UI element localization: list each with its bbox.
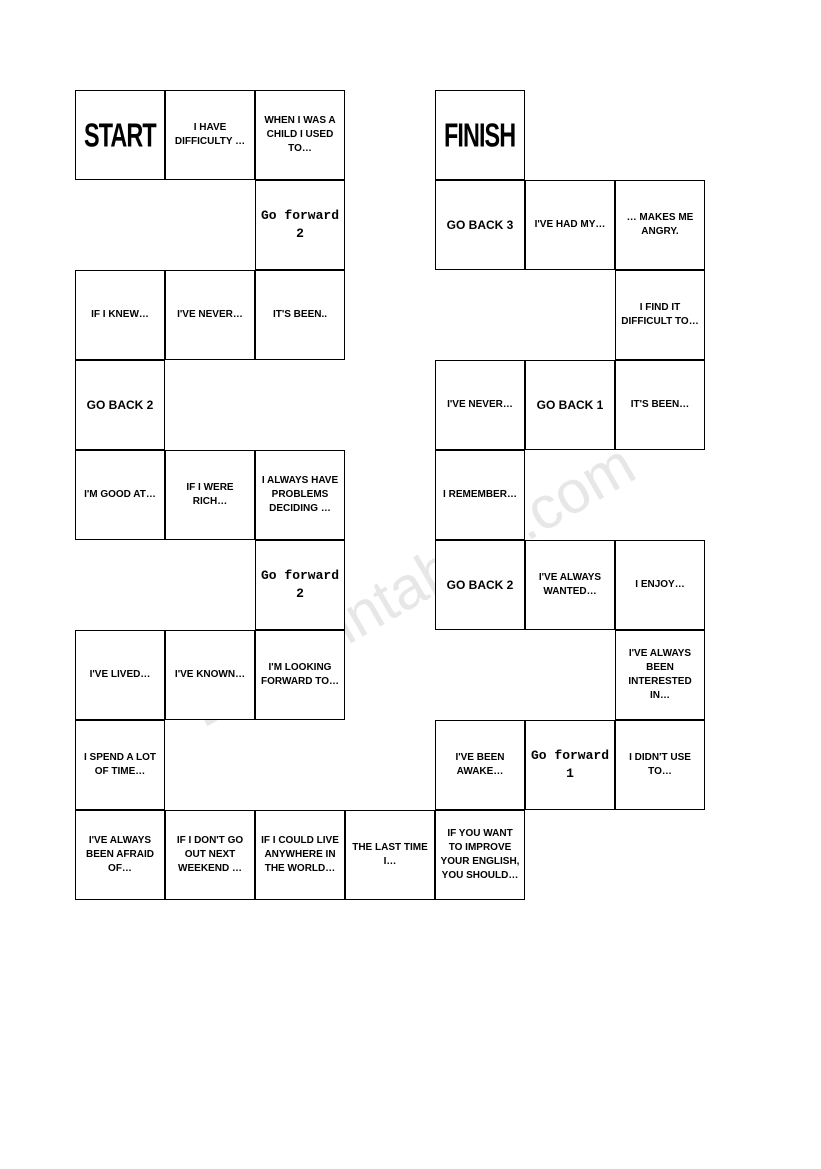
board-cell-3-6: IT'S BEEN… (615, 360, 705, 450)
board-cell-7-5: Go forward 1 (525, 720, 615, 810)
board-cell-1-2: Go forward 2 (255, 180, 345, 270)
board-cell-5-4: GO BACK 2 (435, 540, 525, 630)
board-cell-5-2: Go forward 2 (255, 540, 345, 630)
board-cell-0-0: START (75, 90, 165, 180)
board-cell-8-2: IF I COULD LIVE ANYWHERE IN THE WORLD… (255, 810, 345, 900)
board-cell-8-3: THE LAST TIME I… (345, 810, 435, 900)
board-cell-3-4: I'VE NEVER… (435, 360, 525, 450)
cell-text: I'M LOOKING FORWARD TO… (260, 661, 340, 689)
cell-text: IF I WERE RICH… (170, 481, 250, 509)
board-cell-2-6: I FIND IT DIFFICULT TO… (615, 270, 705, 360)
board-cell-0-4: FINISH (435, 90, 525, 180)
board-cell-6-0: I'VE LIVED… (75, 630, 165, 720)
cell-text: Go forward 2 (260, 567, 340, 603)
board-cell-8-4: IF YOU WANT TO IMPROVE YOUR ENGLISH, YOU… (435, 810, 525, 900)
board-cell-1-5: I'VE HAD MY… (525, 180, 615, 270)
cell-text: IT'S BEEN.. (273, 308, 327, 322)
board-cell-0-1: I HAVE DIFFICULTY … (165, 90, 255, 180)
cell-text: I ENJOY… (635, 578, 684, 592)
cell-text: I'VE NEVER… (447, 398, 513, 412)
board-cell-4-2: I ALWAYS HAVE PROBLEMS DECIDING … (255, 450, 345, 540)
cell-text: Go forward 2 (260, 207, 340, 243)
cell-text: I HAVE DIFFICULTY … (170, 121, 250, 149)
board-cell-5-6: I ENJOY… (615, 540, 705, 630)
start-label: START (84, 111, 156, 158)
cell-text: IF YOU WANT TO IMPROVE YOUR ENGLISH, YOU… (440, 827, 520, 883)
board-cell-7-6: I DIDN'T USE TO… (615, 720, 705, 810)
cell-text: IT'S BEEN… (631, 398, 690, 412)
board-cell-7-0: I SPEND A LOT OF TIME… (75, 720, 165, 810)
cell-text: I'VE HAD MY… (535, 218, 606, 232)
cell-text: I'VE LIVED… (90, 668, 151, 682)
cell-text: I'VE ALWAYS BEEN AFRAID OF… (80, 834, 160, 876)
board-cell-4-4: I REMEMBER… (435, 450, 525, 540)
board-cell-8-1: IF I DON'T GO OUT NEXT WEEKEND … (165, 810, 255, 900)
cell-text: GO BACK 2 (87, 397, 154, 414)
board-cell-3-0: GO BACK 2 (75, 360, 165, 450)
cell-text: … MAKES ME ANGRY. (620, 211, 700, 239)
board-cell-2-1: I'VE NEVER… (165, 270, 255, 360)
board-cell-5-5: I'VE ALWAYS WANTED… (525, 540, 615, 630)
board-cell-4-0: I'M GOOD AT… (75, 450, 165, 540)
cell-text: I'M GOOD AT… (84, 488, 156, 502)
board-cell-6-2: I'M LOOKING FORWARD TO… (255, 630, 345, 720)
board-cell-0-2: WHEN I WAS A CHILD I USED TO… (255, 90, 345, 180)
cell-text: I'VE ALWAYS BEEN INTERESTED IN… (620, 647, 700, 703)
cell-text: IF I KNEW… (91, 308, 149, 322)
cell-text: GO BACK 2 (447, 577, 514, 594)
board-cell-6-1: I'VE KNOWN… (165, 630, 255, 720)
cell-text: Go forward 1 (530, 747, 610, 783)
board-cell-2-0: IF I KNEW… (75, 270, 165, 360)
cell-text: I'VE ALWAYS WANTED… (530, 571, 610, 599)
board-cell-8-0: I'VE ALWAYS BEEN AFRAID OF… (75, 810, 165, 900)
cell-text: I DIDN'T USE TO… (620, 751, 700, 779)
cell-text: I FIND IT DIFFICULT TO… (620, 301, 700, 329)
cell-text: I'VE KNOWN… (175, 668, 245, 682)
cell-text: I REMEMBER… (443, 488, 517, 502)
board-cell-3-5: GO BACK 1 (525, 360, 615, 450)
cell-text: GO BACK 3 (447, 217, 514, 234)
board-cell-6-6: I'VE ALWAYS BEEN INTERESTED IN… (615, 630, 705, 720)
finish-label: FINISH (444, 111, 515, 158)
cell-text: IF I DON'T GO OUT NEXT WEEKEND … (170, 834, 250, 876)
cell-text: I ALWAYS HAVE PROBLEMS DECIDING … (260, 474, 340, 516)
board-cell-1-6: … MAKES ME ANGRY. (615, 180, 705, 270)
board-cell-4-1: IF I WERE RICH… (165, 450, 255, 540)
cell-text: IF I COULD LIVE ANYWHERE IN THE WORLD… (260, 834, 340, 876)
board-cell-1-4: GO BACK 3 (435, 180, 525, 270)
cell-text: THE LAST TIME I… (350, 841, 430, 869)
board-cell-7-4: I'VE BEEN AWAKE… (435, 720, 525, 810)
cell-text: I'VE BEEN AWAKE… (440, 751, 520, 779)
cell-text: I SPEND A LOT OF TIME… (80, 751, 160, 779)
cell-text: I'VE NEVER… (177, 308, 243, 322)
cell-text: GO BACK 1 (537, 397, 604, 414)
board-cell-2-2: IT'S BEEN.. (255, 270, 345, 360)
cell-text: WHEN I WAS A CHILD I USED TO… (260, 114, 340, 156)
